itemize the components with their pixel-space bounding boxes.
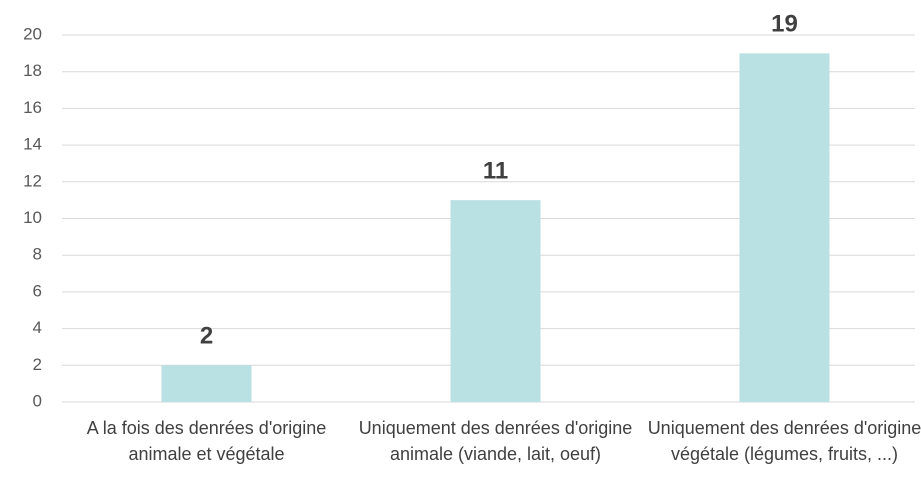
- x-tick-label: Uniquement des denrées d'origine végétal…: [647, 418, 921, 464]
- bar: [450, 200, 541, 402]
- y-tick-label: 0: [33, 391, 42, 410]
- y-tick-label: 20: [23, 24, 42, 43]
- y-tick-label: 12: [23, 171, 42, 190]
- y-tick-label: 16: [23, 98, 42, 117]
- x-tick-label: Uniquement des denrées d'origine animale…: [358, 418, 633, 464]
- y-tick-label: 18: [23, 61, 42, 80]
- bar: [739, 53, 830, 402]
- y-tick-label: 2: [33, 355, 42, 374]
- y-tick-label: 6: [33, 281, 42, 300]
- data-label: 2: [200, 323, 213, 350]
- x-tick-label: A la fois des denrées d'origine animale …: [86, 418, 327, 464]
- data-label: 19: [771, 11, 798, 38]
- data-label: 11: [483, 157, 508, 184]
- bar: [161, 365, 252, 402]
- y-tick-label: 8: [33, 245, 42, 264]
- y-tick-label: 10: [23, 208, 42, 227]
- y-tick-label: 14: [23, 135, 42, 154]
- y-tick-label: 4: [33, 318, 42, 337]
